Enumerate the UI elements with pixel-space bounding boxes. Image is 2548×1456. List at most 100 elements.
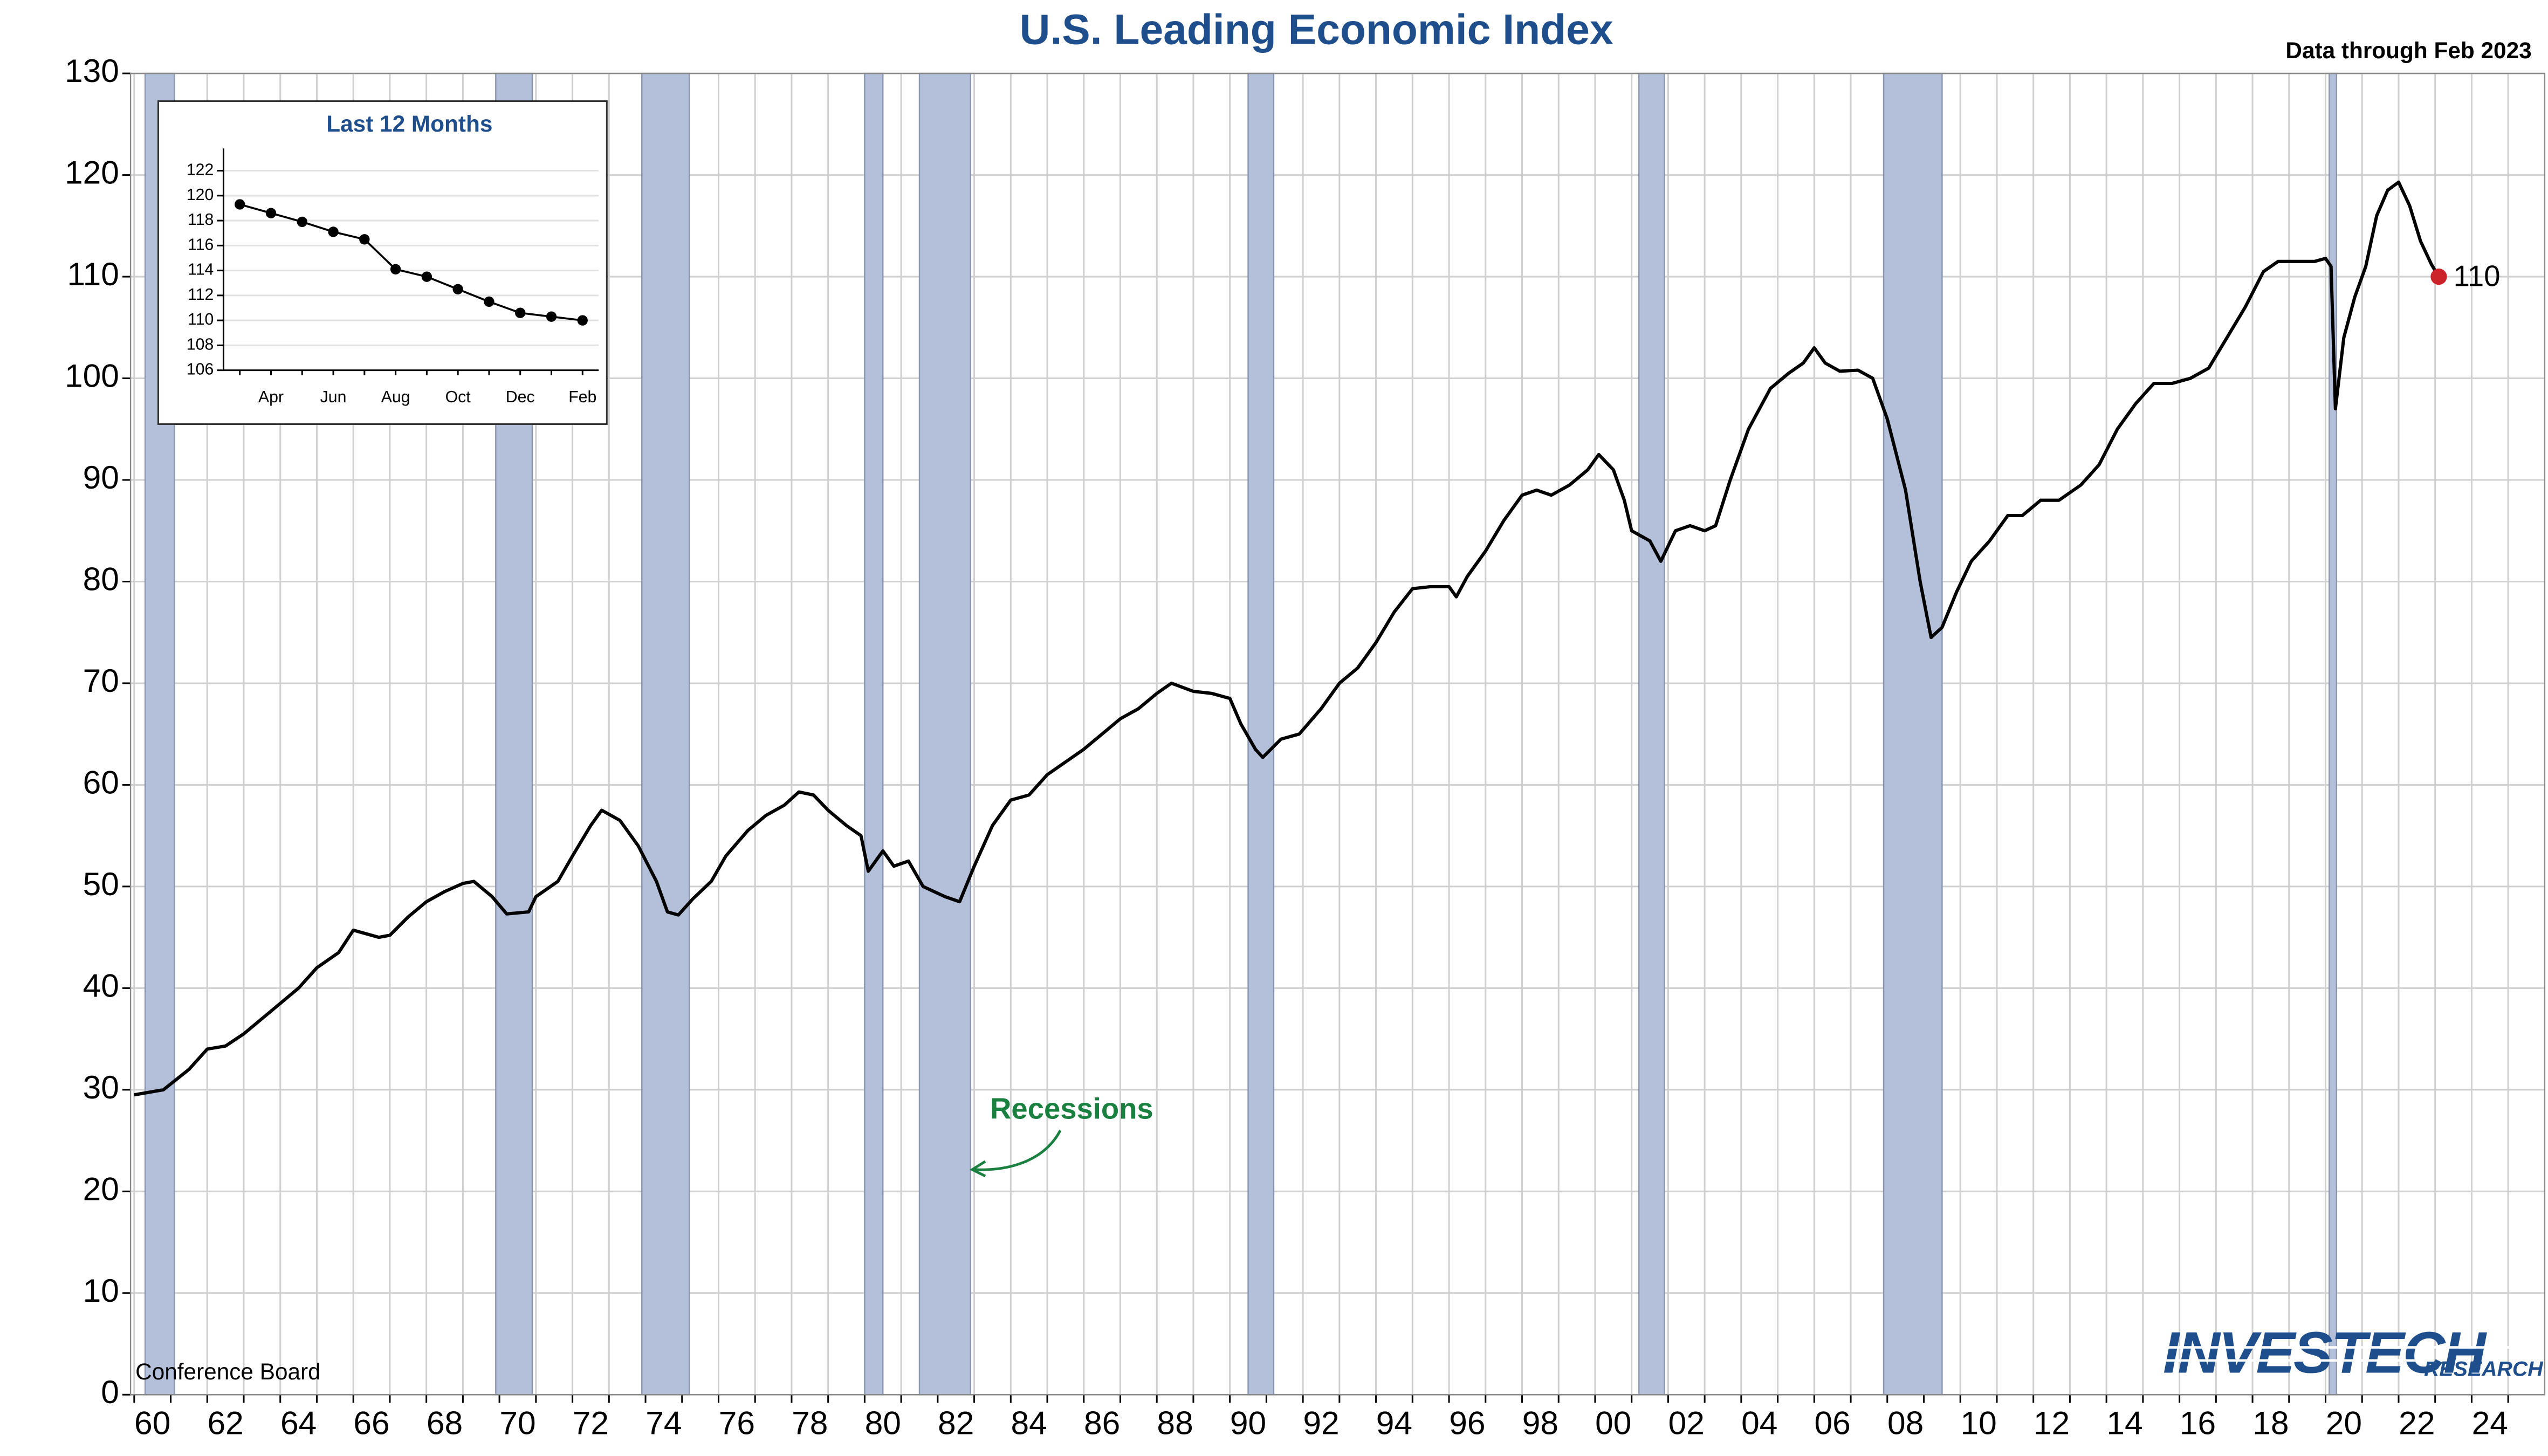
y-tick-label: 120 bbox=[65, 154, 119, 191]
inset-point bbox=[515, 307, 526, 318]
subtitle: Data through Feb 2023 bbox=[2285, 38, 2531, 63]
inset-point bbox=[390, 264, 401, 274]
x-tick-label: 82 bbox=[938, 1405, 974, 1441]
x-tick-label: 10 bbox=[1960, 1405, 1996, 1441]
recession-band bbox=[1247, 72, 1275, 1396]
y-tick-label: 40 bbox=[83, 967, 119, 1004]
y-tick-label: 50 bbox=[83, 866, 119, 902]
x-tick-label: 80 bbox=[865, 1405, 901, 1441]
x-tick-label: 00 bbox=[1595, 1405, 1631, 1441]
y-tick-label: 120 bbox=[187, 186, 214, 204]
y-tick-label: 20 bbox=[83, 1170, 119, 1207]
x-tick-label: 22 bbox=[2399, 1405, 2435, 1441]
end-label: 110 bbox=[2454, 259, 2501, 292]
x-tick-label: 96 bbox=[1449, 1405, 1485, 1441]
y-tick-label: 70 bbox=[83, 662, 119, 699]
x-tick-label: Dec bbox=[506, 388, 535, 406]
x-tick-label: 18 bbox=[2252, 1405, 2289, 1441]
y-tick-label: 112 bbox=[188, 286, 214, 304]
inset-point bbox=[235, 199, 245, 210]
x-tick-label: 76 bbox=[719, 1405, 755, 1441]
recession-band bbox=[1883, 72, 1943, 1396]
x-tick-label: 74 bbox=[645, 1405, 682, 1441]
y-tick-label: 110 bbox=[188, 311, 214, 328]
x-tick-label: 66 bbox=[353, 1405, 389, 1441]
y-tick-label: 108 bbox=[187, 335, 214, 353]
x-tick-label: 02 bbox=[1668, 1405, 1705, 1441]
inset-point bbox=[452, 284, 463, 294]
chart-title: U.S. Leading Economic Index bbox=[1020, 5, 1613, 53]
recession-band bbox=[1638, 72, 1665, 1396]
inset-point bbox=[328, 226, 339, 237]
y-tick-label: 90 bbox=[83, 459, 119, 496]
y-tick-label: 110 bbox=[67, 256, 119, 292]
x-tick-label: 98 bbox=[1522, 1405, 1558, 1441]
x-tick-label: 86 bbox=[1084, 1405, 1120, 1441]
inset-point bbox=[546, 311, 557, 322]
plot: 0 10 20 30 40 50 60 70 80 90 100 110 120 130 60 62 64 66 6… bbox=[65, 52, 2546, 1441]
inset-point bbox=[484, 296, 495, 307]
x-tick-label: 92 bbox=[1303, 1405, 1339, 1441]
source: Conference Board bbox=[135, 1359, 321, 1384]
data-line bbox=[134, 180, 2441, 1097]
y-tick-label: 118 bbox=[188, 211, 214, 229]
y-tick-label: 10 bbox=[83, 1272, 119, 1309]
x-tick-label: Jun bbox=[320, 388, 347, 406]
logo-name: INVESTECH bbox=[2163, 1320, 2487, 1385]
inset-point bbox=[577, 315, 588, 326]
inset-point bbox=[297, 216, 307, 228]
inset: Last 12 Months 106 108 110 112 114 116 118 120 1… bbox=[157, 100, 608, 425]
x-tick-label: 12 bbox=[2034, 1405, 2070, 1441]
recession-band bbox=[641, 72, 690, 1396]
y-tick-label: 100 bbox=[65, 358, 119, 394]
logo: INVESTECH RESEARCH bbox=[2163, 1320, 2544, 1385]
annotation-arrowhead bbox=[969, 1160, 986, 1178]
inset-point bbox=[421, 271, 432, 282]
x-tick-label: 88 bbox=[1157, 1405, 1193, 1441]
y-tick-label: 30 bbox=[83, 1069, 119, 1105]
x-tick-label: Apr bbox=[258, 388, 284, 406]
inset-title: Last 12 Months bbox=[326, 111, 492, 136]
end-marker bbox=[2430, 268, 2447, 285]
x-tick-label: 24 bbox=[2472, 1405, 2508, 1441]
recession-band bbox=[918, 72, 972, 1396]
y-tick-label: 80 bbox=[83, 560, 119, 597]
x-tick-label: 64 bbox=[280, 1405, 317, 1441]
inset-point bbox=[359, 234, 370, 245]
x-tick-label: Feb bbox=[568, 388, 596, 406]
x-tick-label: 90 bbox=[1230, 1405, 1266, 1441]
y-tick-label: 130 bbox=[65, 52, 119, 89]
annotation: Recessions bbox=[990, 1092, 1153, 1125]
inset-frame bbox=[157, 100, 608, 425]
x-tick-label: 84 bbox=[1011, 1405, 1047, 1441]
plot-frame bbox=[129, 72, 2546, 1396]
x-tick-label: 04 bbox=[1741, 1405, 1777, 1441]
x-tick-label: 68 bbox=[427, 1405, 463, 1441]
y-tick-label: 0 bbox=[101, 1373, 119, 1410]
x-tick-label: 20 bbox=[2326, 1405, 2362, 1441]
y-tick-label: 106 bbox=[187, 361, 214, 379]
inset-line bbox=[239, 203, 583, 321]
x-tick-label: 60 bbox=[134, 1405, 170, 1441]
x-tick-label: 06 bbox=[1815, 1405, 1851, 1441]
x-tick-label: Oct bbox=[445, 388, 471, 406]
x-tick-label: 08 bbox=[1887, 1405, 1924, 1441]
x-tick-label: 62 bbox=[208, 1405, 244, 1441]
y-tick-label: 122 bbox=[187, 161, 214, 179]
y-tick-label: 116 bbox=[188, 236, 214, 253]
x-tick-label: 94 bbox=[1376, 1405, 1412, 1441]
y-tick-label: 60 bbox=[83, 764, 119, 800]
inset-point bbox=[265, 208, 277, 218]
logo-tagline: RESEARCH bbox=[2424, 1357, 2544, 1381]
x-tick-label: 70 bbox=[499, 1405, 535, 1441]
recession-band bbox=[864, 72, 884, 1396]
x-tick-label: 78 bbox=[792, 1405, 828, 1441]
x-tick-label: 16 bbox=[2180, 1405, 2216, 1441]
x-tick-label: Aug bbox=[381, 388, 410, 406]
x-tick-label: 72 bbox=[573, 1405, 609, 1441]
y-tick-label: 114 bbox=[188, 261, 214, 279]
annotation-arrow bbox=[973, 1130, 1062, 1171]
x-tick-label: 14 bbox=[2106, 1405, 2142, 1441]
